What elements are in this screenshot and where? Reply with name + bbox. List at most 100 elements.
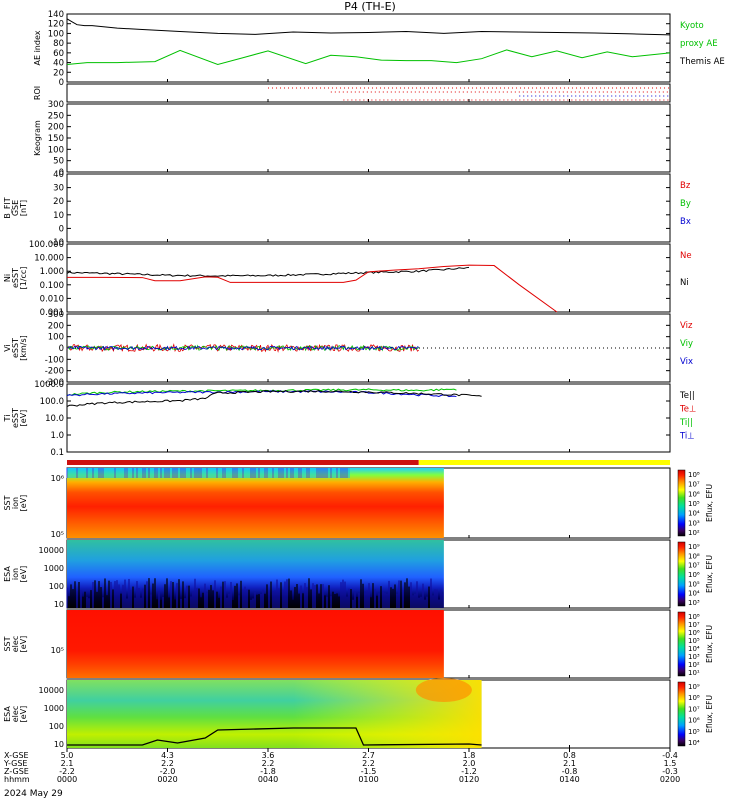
y-tick-label: 10 — [54, 740, 64, 749]
colorbar-tick-label: 10⁹ — [688, 543, 700, 551]
y-tick-label: 10.0 — [45, 414, 64, 424]
colorbar-tick-label: 10⁸ — [688, 552, 700, 560]
y-axis-label: ROI — [33, 86, 42, 100]
y-tick-label: 1.0 — [50, 431, 64, 441]
y-tick-label: 10⁵ — [51, 530, 64, 539]
ae-series-black — [66, 18, 671, 36]
y-tick-label: 40 — [53, 59, 64, 69]
density-series-black — [66, 266, 470, 277]
x-tick-xgse: 3.6 — [262, 751, 275, 760]
colorbar-sst_elec — [677, 611, 686, 677]
y-tick-label: 120 — [48, 20, 64, 30]
y-axis-label: eSST — [11, 338, 20, 358]
x-tick-zgse: -1.8 — [260, 767, 276, 776]
y-axis-label: B_FIT — [3, 197, 12, 218]
x-tick-ygse: 2.2 — [362, 759, 375, 768]
colorbar-label: Eflux, EFU — [705, 625, 714, 663]
y-tick-label: 20 — [53, 197, 64, 207]
x-tick-xgse: 2.7 — [362, 751, 375, 760]
y-tick-label: 250 — [48, 111, 64, 121]
velocity-series-blue — [66, 345, 419, 351]
y-tick-label: 150 — [48, 134, 64, 144]
x-tick-xgse: 5.0 — [61, 751, 74, 760]
y-tick-label: 0.1 — [50, 448, 64, 458]
esa-elec-peak — [415, 678, 472, 702]
y-tick-label: 100 — [48, 145, 64, 155]
colorbar-tick-label: 10⁴ — [688, 739, 700, 747]
y-tick-label: 0 — [59, 78, 64, 88]
y-axis-label: AE index — [33, 30, 42, 65]
y-tick-label: 40 — [53, 170, 64, 180]
x-tick-ygse: 1.5 — [664, 759, 677, 768]
y-tick-label: -10 — [50, 238, 64, 248]
legend-label: Ti⊥ — [679, 432, 695, 442]
spectrogram-sst_ion — [67, 468, 444, 538]
y-axis-label: eSST — [11, 268, 20, 288]
panel-frame-keogram — [66, 103, 671, 173]
x-tick-hhmm: 0140 — [559, 775, 579, 784]
y-tick-label: 100.000 — [29, 240, 64, 250]
y-tick-label: 300 — [48, 310, 64, 320]
colorbar-label: Eflux, EFU — [705, 484, 714, 522]
legend-label: Viy — [680, 339, 693, 349]
colorbar-tick-label: 10³ — [688, 599, 700, 607]
y-tick-label: 100 — [48, 333, 64, 343]
spectrogram-sst_elec — [67, 610, 444, 678]
x-tick-ygse: 2.1 — [61, 759, 74, 768]
y-tick-label: 140 — [48, 10, 64, 20]
y-axis-label: [nT] — [19, 200, 28, 216]
colorbar-tick-label: 10⁴ — [688, 590, 700, 598]
colorbar-tick-label: 10² — [688, 529, 700, 537]
y-tick-label: 10000 — [39, 686, 64, 695]
legend-label: Te⊥ — [679, 405, 696, 415]
colorbar-tick-label: 10⁷ — [688, 621, 700, 629]
colorbar-tick-label: 10¹ — [688, 669, 700, 677]
y-axis-label: [eV] — [19, 566, 28, 583]
colorbar-tick-label: 10⁹ — [688, 683, 700, 691]
colorbar-tick-label: 10⁶ — [688, 629, 700, 637]
y-tick-label: 10⁶ — [51, 474, 64, 483]
y-tick-label: 100.0 — [40, 397, 64, 407]
x-tick-hhmm: 0040 — [258, 775, 278, 784]
y-axis-label: [km/s] — [19, 335, 28, 361]
y-axis-label: [1/cc] — [19, 267, 28, 290]
x-tick-zgse: -0.3 — [662, 767, 678, 776]
x-tick-xgse: -0.4 — [662, 751, 678, 760]
plot-title: P4 (TH-E) — [344, 0, 396, 13]
x-tick-xgse: 4.3 — [161, 751, 174, 760]
legend-label: Viz — [680, 321, 693, 331]
colorbar-tick-label: 10³ — [688, 653, 700, 661]
colorbar-tick-label: 10⁷ — [688, 705, 700, 713]
legend-label: Te|| — [679, 391, 695, 401]
colorbar-sst_ion — [677, 469, 686, 537]
colorbar-tick-label: 10⁸ — [688, 471, 700, 479]
y-axis-label: Ni — [3, 274, 12, 282]
y-tick-label: 100 — [49, 582, 64, 591]
y-axis-label: ion — [11, 497, 20, 509]
legend-label: Ni — [680, 278, 689, 288]
y-tick-label: 1000 — [44, 564, 64, 573]
x-tick-zgse: -2.0 — [160, 767, 176, 776]
colorbar-tick-label: 10⁵ — [688, 728, 700, 736]
colorbar-tick-label: 10⁶ — [688, 571, 700, 579]
colorbar-tick-label: 10⁵ — [688, 500, 700, 508]
x-tick-hhmm: 0120 — [459, 775, 479, 784]
y-axis-label: GSE — [11, 200, 20, 216]
y-axis-label: SST — [3, 495, 12, 510]
colorbar-tick-label: 10³ — [688, 519, 700, 527]
y-tick-label: 10000 — [39, 546, 64, 555]
y-tick-label: -200 — [45, 367, 64, 377]
x-tick-zgse: -2.2 — [59, 767, 75, 776]
y-tick-label: 300 — [48, 100, 64, 110]
x-tick-ygse: 2.2 — [262, 759, 275, 768]
x-tick-hhmm: 0200 — [660, 775, 680, 784]
x-tick-zgse: -1.2 — [461, 767, 477, 776]
colorbar-tick-label: 10⁶ — [688, 717, 700, 725]
date-label: 2024 May 29 — [4, 789, 63, 799]
y-axis-label: ESA — [3, 566, 12, 582]
y-axis-label: [eV] — [19, 410, 28, 427]
panel-frame-density — [66, 243, 671, 313]
mode-bar-yellow — [418, 460, 670, 465]
x-tick-hhmm: 0000 — [57, 775, 77, 784]
